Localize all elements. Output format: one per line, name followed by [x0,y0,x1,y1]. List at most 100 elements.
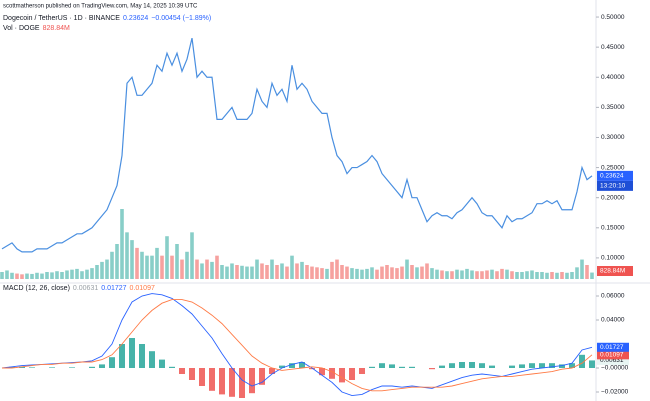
volume-bar [315,267,319,279]
legend-macd: MACD (12, 26, close) 0.00631 0.01727 0.0109… [3,285,155,292]
price-line [1,37,593,253]
countdown-box [597,180,633,191]
macd-histogram-bar [339,368,345,383]
volume-bar [5,270,9,279]
volume-bar [145,255,149,279]
y-tick-label: 0.40000 [601,74,625,81]
macd-histogram-bar [19,366,25,368]
volume-label-box [597,266,633,276]
macd-histogram-bar [209,368,215,391]
macd-histogram-bar [309,368,315,370]
macd-histogram-bar [279,365,285,368]
volume-bar [120,209,124,279]
macd-histogram-bar [199,368,205,386]
macd-y-tick-label: −0.02000 [601,389,629,396]
macd-histogram-bar [49,367,55,368]
volume-bar [345,266,349,279]
volume-bar [575,267,579,279]
volume-bar [305,265,309,279]
volume-bar [165,236,169,279]
volume-bar [395,268,399,279]
volume-bar [85,269,89,279]
volume-bar [310,266,314,279]
volume-bar [365,268,369,279]
volume-bar [495,271,499,279]
macd-label: 0.01727 [600,344,624,351]
volume-bar [100,261,104,279]
macd-histogram-bar [259,368,265,385]
legend-main: Dogecoin / TetherUS · 1D · BINANCE 0.2362… [3,15,211,22]
volume-bar [410,265,414,279]
volume-bar [220,265,224,279]
volume-bar [70,269,74,279]
volume-bar [15,273,19,279]
macd-histogram-bar [269,368,275,374]
macd-histogram-bar [509,365,515,368]
last-price: 0.23624 [123,15,148,22]
macd-histogram-bar [9,366,15,368]
signal-label: 0.01097 [600,352,624,359]
volume-bar [590,272,594,279]
macd-histogram-bar [169,366,175,368]
volume-bar [230,263,234,279]
volume-bar [65,270,69,279]
volume-bar [480,271,484,279]
volume-bar [375,269,379,279]
volume-bar [240,265,244,279]
volume-bar [565,272,569,279]
volume-bar [205,259,209,279]
signal-line [2,299,593,392]
macd-histogram-bar [129,338,135,368]
macd-histogram-bar [539,363,545,368]
macd-histogram-bar [369,366,375,368]
volume-bar [20,274,24,279]
volume-bar [195,259,199,279]
price-change: −0.00454 (−1.89%) [151,15,211,22]
volume-bar [75,268,79,279]
volume-bar [470,270,474,279]
volume-bar [115,244,119,279]
volume-bar [140,251,144,279]
macd-histogram-bar [469,362,475,368]
signal-label-box [597,350,629,360]
symbol-title: Dogecoin / TetherUS · 1D · BINANCE [3,15,120,22]
volume-label: 828.84M [600,268,625,275]
volume-bar [335,259,339,279]
volume-bar [465,268,469,279]
volume-bar [215,255,219,279]
macd-histogram-bar [149,351,155,368]
signal-last: 0.01097 [130,285,155,292]
volume-bar [110,251,114,279]
macd-histogram-bar [439,365,445,368]
volume-bar [200,263,204,279]
macd-histogram-bar [289,363,295,368]
macd-histogram-bar [589,360,595,368]
volume-bar [290,255,294,279]
macd-histogram-bar [479,363,485,368]
volume-bar [295,263,299,279]
macd-histogram-bar [379,363,385,368]
volume-bar [320,268,324,279]
volume-bar [400,266,404,279]
volume-bar [125,232,129,279]
volume-bar [420,266,424,279]
volume-bar [10,272,14,279]
macd-histogram-bar [69,367,75,368]
volume-bar [0,272,4,279]
volume-bar [35,272,39,279]
volume-bar [455,269,459,279]
volume-bar [515,272,519,279]
macd-histogram-bar [219,368,225,395]
macd-line [1,293,593,397]
volume-title: Vol · DOGE [3,25,40,32]
volume-bar [380,266,384,279]
macd-histogram-bar [449,363,455,368]
volume-bar [225,266,229,279]
macd-histogram-bar [119,344,125,368]
macd-histogram-bar [329,368,335,379]
volume-bar [160,255,164,279]
volume-bar [580,259,584,279]
volume-bar [440,270,444,279]
volume-bar [405,259,409,279]
